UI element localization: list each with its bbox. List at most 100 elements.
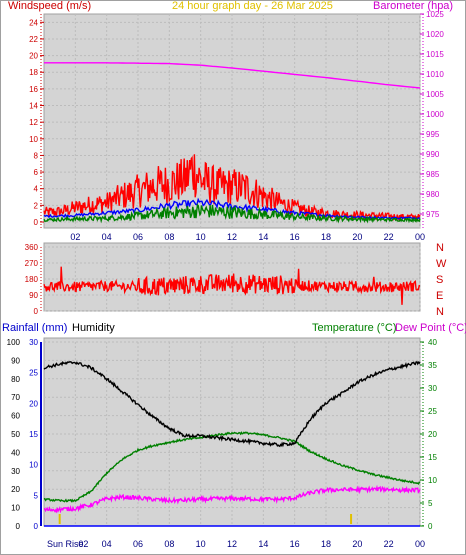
compass-label: S xyxy=(436,274,443,286)
barometer-y-tick-label: 1010 xyxy=(426,70,444,79)
humidity-axis-label: Humidity xyxy=(72,322,115,334)
barometer-axis-label: Barometer (hpa) xyxy=(373,0,453,12)
humidity-y-tick-label: 0 xyxy=(16,522,21,531)
rainfall-axis-label: Rainfall (mm) xyxy=(2,322,67,334)
humidity-y-tick-label: 50 xyxy=(11,430,20,439)
rain-y-tick-label: 15 xyxy=(29,430,38,439)
x-tick-label: 20 xyxy=(352,232,362,242)
x-tick-label: 14 xyxy=(258,232,268,242)
wind-y-tick-label: 0 xyxy=(34,218,39,227)
humidity-y-tick-label: 90 xyxy=(11,356,20,365)
humidity-y-tick-label: 10 xyxy=(11,504,20,513)
temperature-y-tick-label: 35 xyxy=(428,361,437,370)
temperature-y-tick-label: 20 xyxy=(428,430,437,439)
barometer-y-tick-label: 985 xyxy=(426,170,440,179)
x-tick-label: 06 xyxy=(133,539,143,549)
wind-y-tick-label: 6 xyxy=(34,168,39,177)
windspeed-axis-label: Windspeed (m/s) xyxy=(8,0,91,12)
barometer-y-tick-label: 990 xyxy=(426,150,440,159)
direction-y-tick-label: 360 xyxy=(25,243,39,252)
dew-point-axis-label: Dew Point (°C) xyxy=(395,322,466,334)
x-tick-label: 22 xyxy=(384,232,394,242)
wind-speed-line xyxy=(43,203,421,224)
barometer-y-tick-label: 980 xyxy=(426,190,440,199)
x-tick-label: 10 xyxy=(196,539,206,549)
barometer-y-tick-label: 975 xyxy=(426,210,440,219)
temperature-y-tick-label: 0 xyxy=(428,522,433,531)
wind-panel-series xyxy=(43,62,421,224)
wind-y-tick-label: 24 xyxy=(29,18,38,27)
temperature-axis-label: Temperature (°C) xyxy=(312,322,396,334)
barometer-line xyxy=(44,62,421,89)
humidity-y-tick-label: 80 xyxy=(11,375,20,384)
temperature-y-tick-label: 25 xyxy=(428,407,437,416)
x-tick-label: 16 xyxy=(290,232,300,242)
direction-y-tick-label: 270 xyxy=(25,259,39,268)
barometer-y-tick-label: 1025 xyxy=(426,10,444,19)
wind-y-tick-label: 22 xyxy=(29,35,38,44)
direction-y-tick-label: 90 xyxy=(29,291,38,300)
barometer-y-tick-label: 1000 xyxy=(426,110,444,119)
average-wind-line xyxy=(43,197,421,220)
rain-y-tick-label: 0 xyxy=(34,522,39,531)
compass-label: N xyxy=(436,242,444,254)
rain-y-tick-label: 20 xyxy=(29,399,38,408)
x-tick-label: 12 xyxy=(227,232,237,242)
chart-title: 24 hour graph day - 26 Mar 2025 xyxy=(172,0,333,12)
x-tick-label: 02 xyxy=(78,539,88,549)
temperature-y-tick-label: 5 xyxy=(428,499,433,508)
x-tick-label: 04 xyxy=(102,232,112,242)
x-tick-label: 10 xyxy=(196,232,206,242)
wind-y-tick-label: 14 xyxy=(29,102,38,111)
wind-y-tick-label: 12 xyxy=(29,118,38,127)
barometer-y-tick-label: 1005 xyxy=(426,90,444,99)
temperature-y-tick-label: 40 xyxy=(428,338,437,347)
x-tick-label: 00 xyxy=(415,232,425,242)
x-tick-label: 16 xyxy=(290,539,300,549)
wind-y-tick-label: 4 xyxy=(34,185,39,194)
x-tick-label: 12 xyxy=(227,539,237,549)
wind-y-tick-label: 10 xyxy=(29,135,38,144)
temperature-y-tick-label: 10 xyxy=(428,476,437,485)
compass-label: W xyxy=(436,258,447,270)
wind-y-tick-label: 18 xyxy=(29,68,38,77)
humidity-line xyxy=(43,360,421,448)
humidity-y-tick-label: 70 xyxy=(11,393,20,402)
wind-y-tick-label: 8 xyxy=(34,151,39,160)
temperature-line xyxy=(43,431,421,503)
x-tick-label: 18 xyxy=(321,232,331,242)
temp-panel-series xyxy=(43,360,421,527)
compass-label: E xyxy=(436,290,443,302)
dew-point-line xyxy=(43,484,421,514)
x-tick-label: 04 xyxy=(102,539,112,549)
rain-humidity-temperature-panel: 0102030405060708090100051015202530051015… xyxy=(2,322,466,549)
rain-y-tick-label: 25 xyxy=(29,369,38,378)
x-tick-label: 14 xyxy=(258,539,268,549)
compass-label: N xyxy=(436,306,444,318)
wind-y-tick-label: 16 xyxy=(29,85,38,94)
gust-line xyxy=(43,154,421,222)
x-tick-label: 06 xyxy=(133,232,143,242)
x-tick-label: 08 xyxy=(164,232,174,242)
x-tick-label: 00 xyxy=(415,539,425,549)
x-tick-label: 22 xyxy=(384,539,394,549)
x-tick-label: 02 xyxy=(70,232,80,242)
direction-y-tick-label: 180 xyxy=(25,275,39,284)
humidity-y-tick-label: 100 xyxy=(7,338,21,347)
x-tick-label: 18 xyxy=(321,539,331,549)
temperature-y-tick-label: 30 xyxy=(428,384,437,393)
humidity-y-tick-label: 20 xyxy=(11,485,20,494)
wind-barometer-panel: 0246810121416182022249759809859909951000… xyxy=(8,0,453,242)
x-tick-label: 08 xyxy=(164,539,174,549)
sunrise-label: Sun Rise xyxy=(47,539,84,549)
barometer-y-tick-label: 995 xyxy=(426,130,440,139)
rain-y-tick-label: 5 xyxy=(34,491,39,500)
wind-panel-axes: 0246810121416182022249759809859909951000… xyxy=(29,10,444,242)
wind-y-tick-label: 2 xyxy=(34,201,39,210)
rain-y-tick-label: 30 xyxy=(29,338,38,347)
x-tick-label: 20 xyxy=(352,539,362,549)
